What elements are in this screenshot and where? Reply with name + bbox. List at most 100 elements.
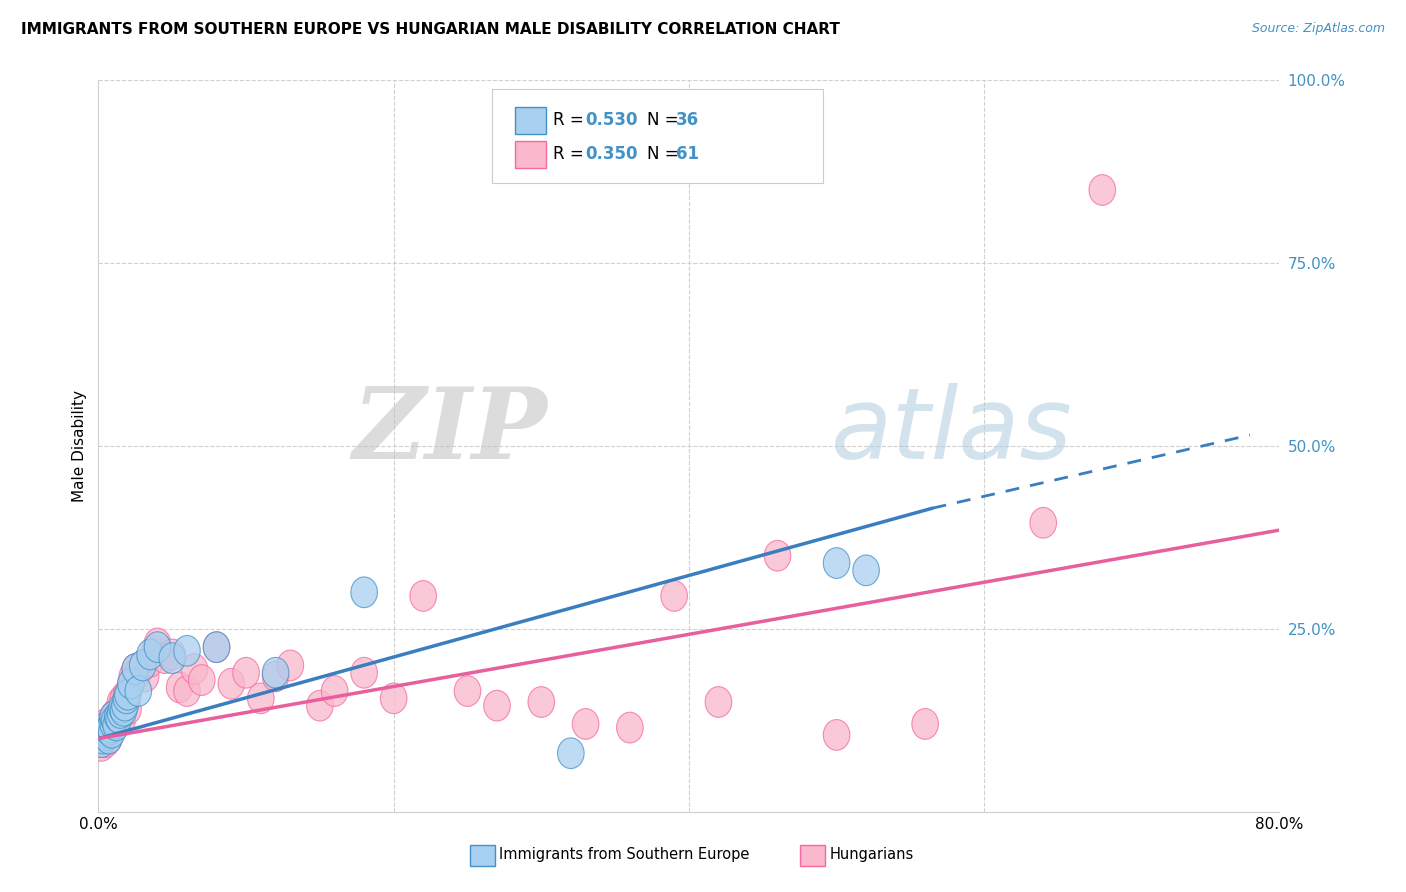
Ellipse shape <box>484 690 510 721</box>
Ellipse shape <box>103 710 129 740</box>
Ellipse shape <box>96 723 122 754</box>
Ellipse shape <box>111 690 138 721</box>
Text: N =: N = <box>647 145 683 163</box>
Ellipse shape <box>853 555 879 586</box>
Ellipse shape <box>105 703 132 733</box>
Ellipse shape <box>93 712 120 743</box>
Text: R =: R = <box>553 145 589 163</box>
Ellipse shape <box>263 661 288 692</box>
Ellipse shape <box>100 708 127 739</box>
Ellipse shape <box>94 716 121 747</box>
Ellipse shape <box>188 665 215 696</box>
Ellipse shape <box>110 696 136 726</box>
Ellipse shape <box>617 712 643 743</box>
Ellipse shape <box>107 698 134 729</box>
Y-axis label: Male Disability: Male Disability <box>72 390 87 502</box>
Ellipse shape <box>98 717 125 748</box>
Ellipse shape <box>174 635 200 666</box>
Ellipse shape <box>96 710 122 740</box>
Ellipse shape <box>118 668 145 699</box>
Text: ZIP: ZIP <box>353 384 547 480</box>
Ellipse shape <box>454 675 481 706</box>
Ellipse shape <box>94 717 121 748</box>
Ellipse shape <box>277 650 304 681</box>
Ellipse shape <box>91 720 118 750</box>
Text: Hungarians: Hungarians <box>830 847 914 862</box>
Ellipse shape <box>181 654 208 684</box>
Ellipse shape <box>152 643 179 673</box>
Ellipse shape <box>89 731 115 761</box>
Ellipse shape <box>218 668 245 699</box>
Ellipse shape <box>247 683 274 714</box>
Ellipse shape <box>529 687 554 717</box>
Ellipse shape <box>118 668 145 699</box>
Text: N =: N = <box>647 112 683 129</box>
Ellipse shape <box>103 698 129 729</box>
Ellipse shape <box>105 694 132 724</box>
Ellipse shape <box>110 683 136 714</box>
Ellipse shape <box>120 661 146 692</box>
Text: atlas: atlas <box>831 383 1073 480</box>
Ellipse shape <box>108 692 135 723</box>
Ellipse shape <box>104 701 131 732</box>
Ellipse shape <box>114 683 139 714</box>
Ellipse shape <box>96 723 122 754</box>
Ellipse shape <box>122 654 149 684</box>
Ellipse shape <box>115 694 141 724</box>
Ellipse shape <box>100 701 127 732</box>
Ellipse shape <box>136 639 163 670</box>
Ellipse shape <box>100 705 127 736</box>
Ellipse shape <box>132 661 159 692</box>
Ellipse shape <box>108 705 135 736</box>
Ellipse shape <box>174 675 200 706</box>
Ellipse shape <box>1090 175 1115 205</box>
Ellipse shape <box>129 650 156 681</box>
Ellipse shape <box>125 675 152 706</box>
Ellipse shape <box>411 581 436 611</box>
Ellipse shape <box>101 708 128 739</box>
Ellipse shape <box>1031 508 1056 538</box>
Ellipse shape <box>114 680 139 710</box>
Ellipse shape <box>122 654 149 684</box>
Ellipse shape <box>263 657 288 688</box>
Text: 61: 61 <box>676 145 699 163</box>
Ellipse shape <box>98 712 125 743</box>
Ellipse shape <box>93 708 120 739</box>
Ellipse shape <box>558 738 583 769</box>
Ellipse shape <box>129 650 156 681</box>
Ellipse shape <box>136 647 163 677</box>
Ellipse shape <box>100 701 127 732</box>
Ellipse shape <box>912 708 938 739</box>
Ellipse shape <box>91 716 118 747</box>
Ellipse shape <box>107 687 134 717</box>
Ellipse shape <box>90 712 117 743</box>
Ellipse shape <box>145 632 170 663</box>
Ellipse shape <box>97 717 124 748</box>
Ellipse shape <box>381 683 406 714</box>
Ellipse shape <box>93 727 120 757</box>
Ellipse shape <box>661 581 688 611</box>
Ellipse shape <box>352 577 377 607</box>
Text: R =: R = <box>553 112 589 129</box>
Ellipse shape <box>145 628 170 659</box>
Ellipse shape <box>93 720 120 750</box>
Ellipse shape <box>233 657 259 688</box>
Ellipse shape <box>706 687 731 717</box>
Ellipse shape <box>204 632 229 663</box>
Ellipse shape <box>352 657 377 688</box>
Ellipse shape <box>125 657 152 688</box>
Ellipse shape <box>765 541 790 571</box>
Ellipse shape <box>141 635 167 666</box>
Ellipse shape <box>90 723 117 754</box>
Ellipse shape <box>89 727 115 757</box>
Ellipse shape <box>97 712 124 743</box>
Ellipse shape <box>159 639 186 670</box>
Ellipse shape <box>166 672 193 703</box>
Ellipse shape <box>104 703 131 733</box>
Ellipse shape <box>204 632 229 663</box>
Ellipse shape <box>96 714 122 745</box>
Ellipse shape <box>159 643 186 673</box>
Text: 0.530: 0.530 <box>585 112 637 129</box>
Ellipse shape <box>824 548 849 578</box>
Ellipse shape <box>322 675 347 706</box>
